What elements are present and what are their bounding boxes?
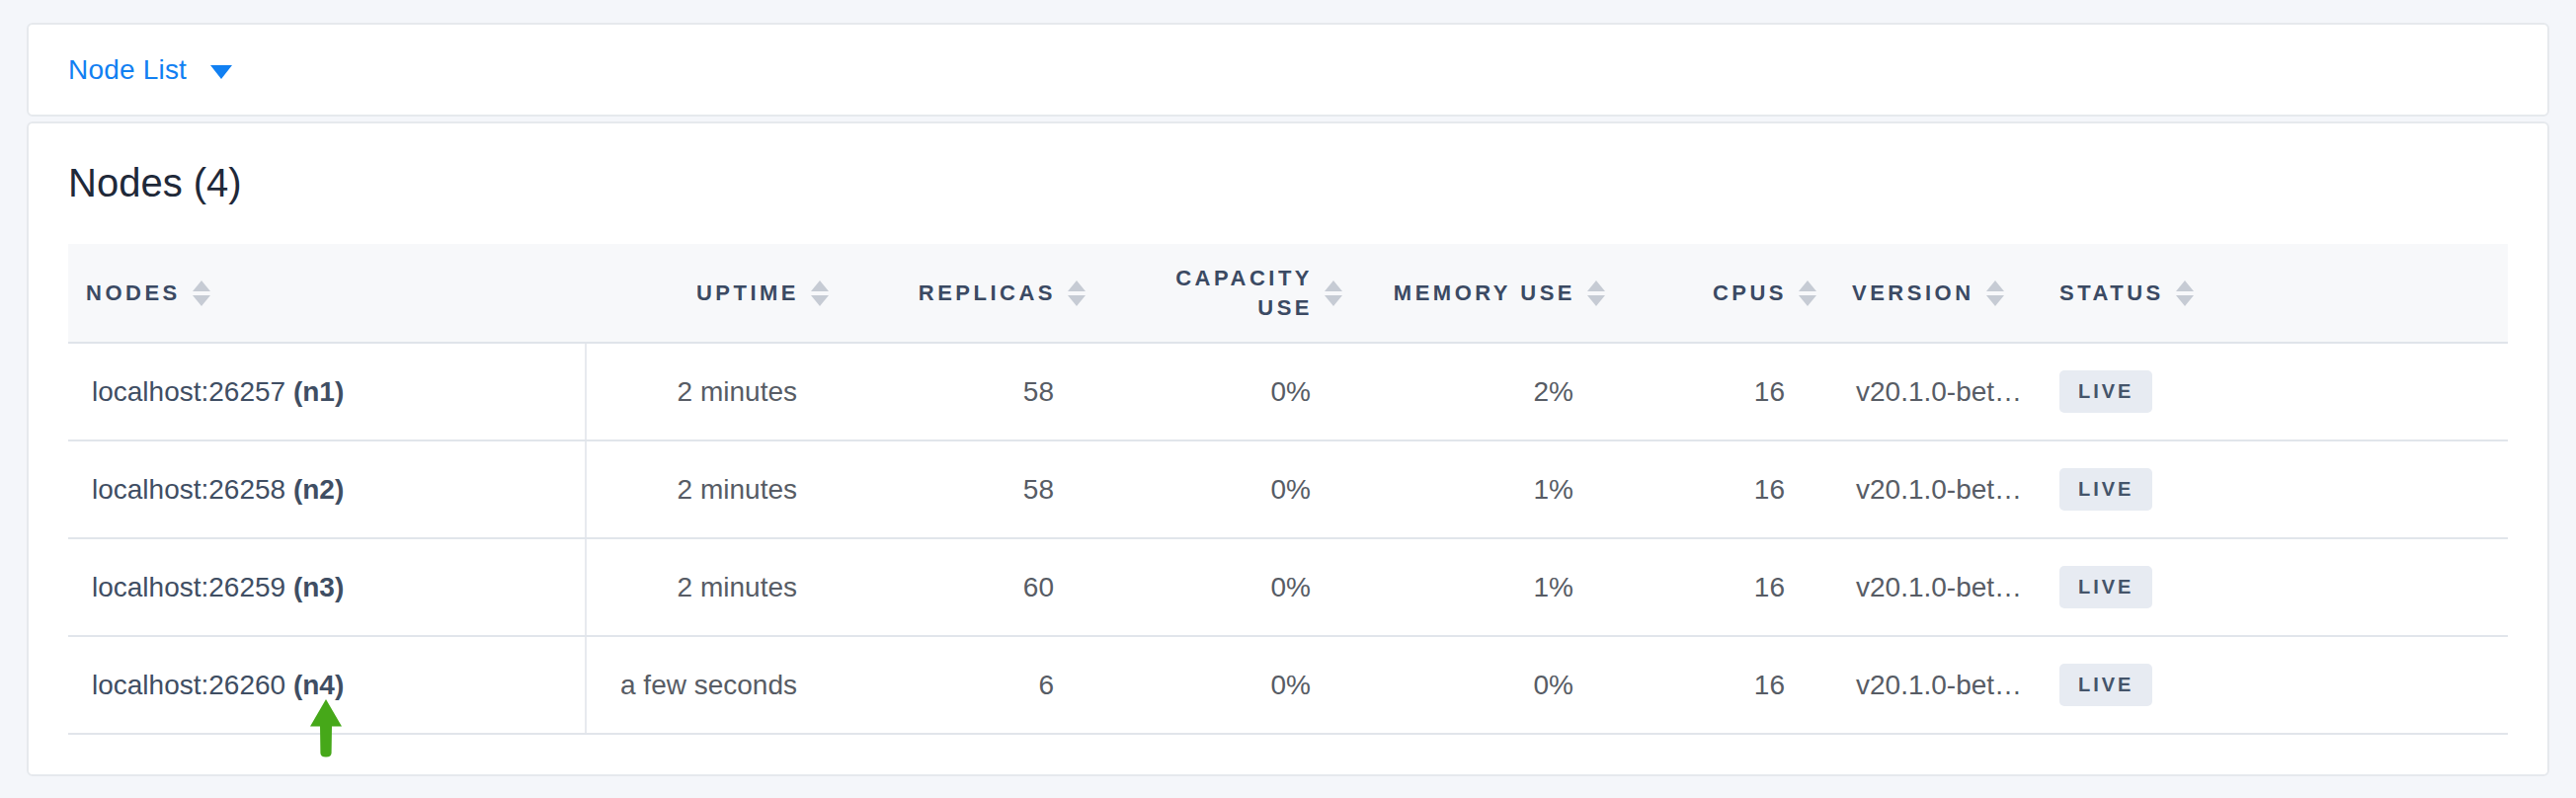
column-label-status: STATUS	[2059, 279, 2164, 308]
cell-replicas: 58	[841, 343, 1097, 440]
column-header-node[interactable]: NODES	[68, 244, 586, 343]
node-address: localhost:26257	[92, 376, 293, 407]
cell-node: localhost:26258 (n2)	[68, 440, 586, 538]
node-id: (n3)	[293, 572, 344, 602]
node-id: (n2)	[293, 474, 344, 505]
cell-status: LIVE	[2036, 343, 2508, 440]
cell-cpus: 16	[1617, 538, 1828, 636]
cell-capacity: 0%	[1097, 343, 1354, 440]
node-address: localhost:26258	[92, 474, 293, 505]
column-header-cpus[interactable]: CPUS	[1617, 244, 1828, 343]
column-header-status[interactable]: STATUS	[2036, 244, 2508, 343]
table-row[interactable]: localhost:26259 (n3)2 minutes600%1%16v20…	[68, 538, 2508, 636]
table-row[interactable]: localhost:26260 (n4)a few seconds60%0%16…	[68, 636, 2508, 734]
cell-version: v20.1.0-bet…	[1828, 343, 2036, 440]
cell-memory: 2%	[1354, 343, 1617, 440]
cell-capacity: 0%	[1097, 636, 1354, 734]
table-header: NODES UPTIME REPLICAS CAPACITY USE MEMORY US…	[68, 244, 2508, 343]
status-badge: LIVE	[2059, 468, 2152, 511]
table-row[interactable]: localhost:26257 (n1)2 minutes580%2%16v20…	[68, 343, 2508, 440]
cell-capacity: 0%	[1097, 440, 1354, 538]
cell-version: v20.1.0-bet…	[1828, 440, 2036, 538]
chevron-down-icon	[210, 65, 232, 79]
cell-replicas: 58	[841, 440, 1097, 538]
column-label-uptime: UPTIME	[696, 279, 799, 308]
page: Node List Nodes (4) NODES UPTIME REPLICAS C…	[0, 0, 2576, 776]
sort-icon[interactable]	[1799, 280, 1816, 306]
cell-replicas: 60	[841, 538, 1097, 636]
sort-icon[interactable]	[2176, 280, 2194, 306]
status-badge: LIVE	[2059, 566, 2152, 608]
table-row[interactable]: localhost:26258 (n2)2 minutes580%1%16v20…	[68, 440, 2508, 538]
cell-node: localhost:26257 (n1)	[68, 343, 586, 440]
cell-memory: 0%	[1354, 636, 1617, 734]
sort-icon[interactable]	[811, 280, 829, 306]
column-label-memory: MEMORY USE	[1394, 279, 1575, 308]
view-selector-card: Node List	[27, 23, 2549, 117]
status-badge: LIVE	[2059, 664, 2152, 706]
column-header-version[interactable]: VERSION	[1828, 244, 2036, 343]
column-header-replicas[interactable]: REPLICAS	[841, 244, 1097, 343]
sort-icon[interactable]	[1068, 280, 1086, 306]
column-header-uptime[interactable]: UPTIME	[586, 244, 841, 343]
cell-cpus: 16	[1617, 636, 1828, 734]
page-title: Nodes (4)	[68, 159, 2508, 206]
nodes-table: NODES UPTIME REPLICAS CAPACITY USE MEMORY US…	[68, 244, 2508, 735]
column-header-capacity[interactable]: CAPACITY USE	[1097, 244, 1354, 343]
cell-cpus: 16	[1617, 440, 1828, 538]
cell-version: v20.1.0-bet…	[1828, 538, 2036, 636]
cell-uptime: a few seconds	[586, 636, 841, 734]
sort-icon[interactable]	[1587, 280, 1605, 306]
node-address: localhost:26260	[92, 670, 293, 700]
node-list-dropdown[interactable]: Node List	[68, 54, 232, 86]
column-label-capacity: CAPACITY USE	[1157, 264, 1313, 322]
cell-memory: 1%	[1354, 538, 1617, 636]
green-up-arrow-icon	[309, 699, 343, 758]
column-label-replicas: REPLICAS	[919, 279, 1056, 308]
cell-uptime: 2 minutes	[586, 538, 841, 636]
node-id: (n1)	[293, 376, 344, 407]
status-badge: LIVE	[2059, 370, 2152, 413]
node-id: (n4)	[293, 670, 344, 700]
cell-memory: 1%	[1354, 440, 1617, 538]
sort-icon[interactable]	[193, 280, 210, 306]
node-list-dropdown-label: Node List	[68, 54, 187, 86]
cell-capacity: 0%	[1097, 538, 1354, 636]
cell-uptime: 2 minutes	[586, 343, 841, 440]
nodes-card: Nodes (4) NODES UPTIME REPLICAS CAPACITY US…	[27, 121, 2549, 776]
column-label-version: VERSION	[1852, 279, 1974, 308]
column-header-memory[interactable]: MEMORY USE	[1354, 244, 1617, 343]
cell-cpus: 16	[1617, 343, 1828, 440]
cell-status: LIVE	[2036, 636, 2508, 734]
cell-node: localhost:26259 (n3)	[68, 538, 586, 636]
cell-status: LIVE	[2036, 440, 2508, 538]
cell-version: v20.1.0-bet…	[1828, 636, 2036, 734]
sort-icon[interactable]	[1986, 280, 2004, 306]
cell-uptime: 2 minutes	[586, 440, 841, 538]
sort-icon[interactable]	[1325, 280, 1342, 306]
cell-status: LIVE	[2036, 538, 2508, 636]
node-address: localhost:26259	[92, 572, 293, 602]
column-label-cpus: CPUS	[1713, 279, 1787, 308]
cell-replicas: 6	[841, 636, 1097, 734]
column-label-node: NODES	[86, 279, 181, 308]
